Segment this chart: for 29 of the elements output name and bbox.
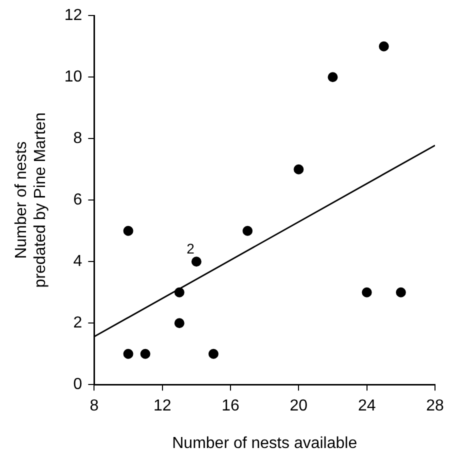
point (123, 348, 134, 359)
point (123, 226, 134, 236)
y-tick-label: 0 (73, 376, 82, 394)
x-tick-label: 8 (90, 398, 99, 415)
y-tick-label: 8 (73, 130, 82, 148)
y-tick-label: 4 (73, 253, 82, 270)
point (396, 287, 406, 298)
y-tick-label: 6 (73, 192, 82, 209)
point (242, 226, 253, 236)
point (140, 348, 150, 359)
point (208, 348, 218, 359)
point (328, 72, 338, 82)
x-tick-label: 20 (290, 398, 308, 415)
x-tick-label: 16 (222, 398, 240, 415)
x-tick-label: 12 (153, 398, 172, 415)
x-tick-label: 24 (358, 398, 376, 415)
annotation: 2 (186, 240, 195, 256)
point (378, 41, 389, 52)
y-tick-label: 2 (73, 314, 82, 332)
point (362, 287, 372, 298)
point (294, 164, 304, 174)
point (191, 256, 202, 267)
y-axis-title: Number of nests predated by Pine Marten (13, 112, 50, 288)
point (174, 318, 184, 328)
y-tick-label: 10 (64, 68, 82, 86)
x-axis-title: Number of nests available (172, 434, 358, 452)
point (174, 287, 184, 298)
y-tick-label: 12 (64, 7, 82, 24)
x-tick-label: 28 (426, 398, 444, 415)
